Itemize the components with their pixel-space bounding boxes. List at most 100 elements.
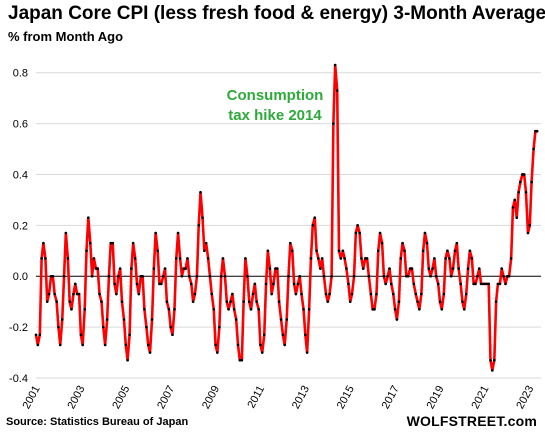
data-point: [322, 274, 326, 278]
annotation-tax-hike: Consumption tax hike 2014: [200, 86, 350, 126]
data-point: [244, 257, 247, 260]
data-point: [169, 325, 172, 329]
y-tick-label: 0.0: [13, 271, 28, 283]
data-point: [270, 292, 273, 296]
data-point: [405, 274, 408, 278]
data-point: [420, 292, 423, 296]
data-point: [34, 333, 38, 337]
x-tick-label: 2013: [290, 384, 312, 411]
x-tick-label: 2001: [21, 384, 43, 411]
data-point: [477, 267, 481, 270]
y-tick-label: 0.6: [13, 119, 28, 131]
data-point: [221, 257, 225, 260]
data-point: [208, 274, 212, 278]
data-point: [395, 318, 399, 321]
chart-title: Japan Core CPI (less fresh food & energy…: [8, 3, 545, 24]
data-point: [416, 300, 419, 303]
data-point: [260, 351, 264, 354]
data-point: [197, 224, 201, 227]
data-point: [511, 206, 515, 209]
data-point: [528, 224, 532, 227]
data-point: [412, 282, 416, 286]
data-point: [438, 300, 442, 303]
data-point: [481, 282, 485, 286]
x-tick-label: 2015: [335, 384, 357, 411]
data-point: [139, 274, 143, 278]
data-point: [96, 267, 100, 270]
data-point: [268, 267, 272, 270]
data-point: [339, 257, 343, 260]
data-point: [214, 343, 217, 347]
data-point: [231, 292, 234, 296]
data-point: [448, 257, 451, 260]
data-point: [36, 343, 40, 347]
data-point: [506, 274, 509, 278]
x-axis-ticks: 2001 2003 2005 2007 2009 2011 2013 2015 2017 2019…: [21, 384, 537, 411]
data-point: [204, 241, 208, 245]
x-tick-label: 2023: [514, 384, 536, 411]
y-tick-label: 0.8: [13, 68, 28, 80]
y-tick-label: 0.2: [13, 220, 28, 232]
data-point: [92, 257, 96, 260]
data-point: [158, 282, 161, 286]
data-point: [472, 282, 475, 286]
data-point: [382, 274, 386, 278]
data-point: [120, 300, 124, 303]
data-point: [524, 190, 528, 194]
data-point: [229, 300, 232, 303]
data-point: [399, 257, 403, 260]
data-point: [476, 274, 479, 278]
data-point: [115, 292, 118, 296]
data-point: [421, 249, 425, 253]
data-point: [131, 241, 135, 245]
data-point: [315, 249, 318, 253]
data-point: [279, 318, 283, 321]
data-point: [521, 173, 524, 176]
data-point: [100, 300, 103, 303]
x-tick-label: 2005: [110, 384, 132, 411]
data-point: [85, 249, 88, 253]
data-point: [79, 333, 83, 337]
data-point: [253, 282, 257, 286]
data-point: [72, 292, 75, 296]
data-point: [47, 292, 51, 296]
data-point: [348, 300, 352, 303]
data-point: [145, 325, 148, 329]
brand-logo-text: WOLFSTREET.com: [406, 413, 537, 429]
data-point: [42, 241, 45, 245]
data-point: [73, 282, 77, 286]
data-point: [94, 267, 98, 270]
data-point: [90, 274, 94, 278]
data-point: [57, 325, 60, 329]
data-point: [176, 231, 180, 235]
data-point: [191, 300, 195, 303]
data-point: [75, 292, 79, 296]
data-point: [534, 129, 537, 133]
data-point: [530, 180, 533, 184]
data-point: [287, 274, 290, 278]
data-point: [272, 282, 275, 286]
data-point: [251, 292, 255, 296]
data-point: [188, 274, 191, 278]
data-point: [201, 216, 204, 220]
data-point: [216, 351, 219, 354]
data-point: [408, 267, 412, 270]
data-point: [442, 292, 446, 296]
data-point: [58, 343, 62, 347]
data-point: [203, 249, 206, 253]
x-tick-label: 2007: [155, 384, 177, 411]
data-point: [487, 282, 491, 286]
data-point: [332, 122, 335, 125]
data-point: [427, 267, 431, 270]
data-point: [277, 300, 281, 303]
y-tick-label: 0.4: [13, 169, 28, 181]
data-point: [309, 257, 313, 260]
x-tick-label: 2019: [425, 384, 447, 411]
data-point: [98, 292, 101, 296]
data-point: [461, 300, 464, 303]
x-tick-label: 2003: [65, 384, 87, 411]
source-note: Source: Statistics Bureau of Japan: [6, 416, 189, 428]
data-point: [255, 300, 258, 303]
data-point: [146, 343, 150, 347]
data-point: [167, 308, 171, 311]
